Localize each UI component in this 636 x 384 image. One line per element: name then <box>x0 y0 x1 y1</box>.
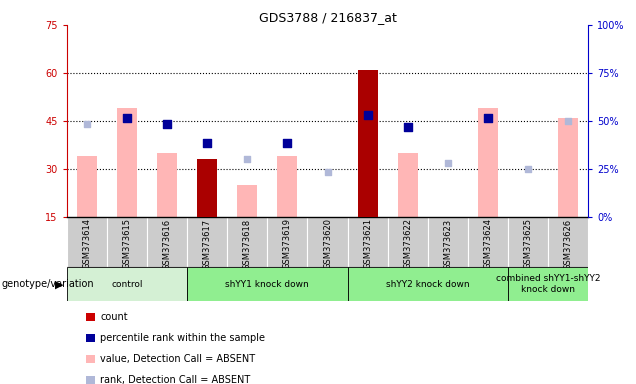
Text: GSM373615: GSM373615 <box>123 218 132 270</box>
Bar <box>267 217 307 267</box>
Text: GSM373620: GSM373620 <box>323 218 332 270</box>
Text: rank, Detection Call = ABSENT: rank, Detection Call = ABSENT <box>100 375 251 384</box>
Bar <box>348 217 388 267</box>
Point <box>242 156 252 162</box>
Bar <box>508 217 548 267</box>
Text: count: count <box>100 312 128 322</box>
Bar <box>398 153 418 217</box>
Bar <box>548 217 588 267</box>
Point <box>202 140 212 146</box>
Point <box>363 111 373 118</box>
Point <box>122 115 132 121</box>
Point <box>403 124 413 131</box>
Bar <box>357 70 378 217</box>
Bar <box>237 185 258 217</box>
Text: GSM373626: GSM373626 <box>563 218 573 270</box>
Text: GSM373616: GSM373616 <box>163 218 172 270</box>
Text: GSM373614: GSM373614 <box>82 218 92 270</box>
Text: GSM373624: GSM373624 <box>483 218 492 270</box>
Bar <box>117 108 137 217</box>
Text: GSM373618: GSM373618 <box>243 218 252 270</box>
Point <box>82 121 92 127</box>
Text: GSM373619: GSM373619 <box>283 218 292 270</box>
Text: GSM373622: GSM373622 <box>403 218 412 270</box>
Text: genotype/variation: genotype/variation <box>1 279 94 289</box>
Bar <box>428 217 468 267</box>
Text: GSM373625: GSM373625 <box>523 218 532 270</box>
Bar <box>77 156 97 217</box>
Bar <box>558 118 578 217</box>
Text: shYY2 knock down: shYY2 knock down <box>386 280 469 289</box>
Bar <box>187 217 227 267</box>
Bar <box>67 217 107 267</box>
Bar <box>277 156 298 217</box>
Bar <box>348 267 508 301</box>
Text: percentile rank within the sample: percentile rank within the sample <box>100 333 265 343</box>
Bar <box>157 153 177 217</box>
Bar <box>508 267 588 301</box>
Point <box>563 118 573 124</box>
Text: ▶: ▶ <box>55 279 64 289</box>
Text: GSM373617: GSM373617 <box>203 218 212 270</box>
Text: GSM373621: GSM373621 <box>363 218 372 270</box>
Bar <box>147 217 187 267</box>
Point <box>282 140 293 146</box>
Point <box>322 169 333 175</box>
Text: combined shYY1-shYY2
knock down: combined shYY1-shYY2 knock down <box>496 275 600 294</box>
Bar <box>388 217 428 267</box>
Title: GDS3788 / 216837_at: GDS3788 / 216837_at <box>259 11 396 24</box>
Point <box>162 121 172 127</box>
Bar <box>468 217 508 267</box>
Bar <box>187 267 348 301</box>
Text: shYY1 knock down: shYY1 knock down <box>226 280 309 289</box>
Bar <box>478 108 498 217</box>
Bar <box>307 217 348 267</box>
Text: control: control <box>111 280 142 289</box>
Bar <box>227 217 267 267</box>
Point <box>523 166 533 172</box>
Bar <box>197 159 218 217</box>
Bar <box>67 267 187 301</box>
Bar <box>107 217 147 267</box>
Point <box>483 115 493 121</box>
Text: GSM373623: GSM373623 <box>443 218 452 270</box>
Point <box>443 159 453 166</box>
Text: value, Detection Call = ABSENT: value, Detection Call = ABSENT <box>100 354 256 364</box>
